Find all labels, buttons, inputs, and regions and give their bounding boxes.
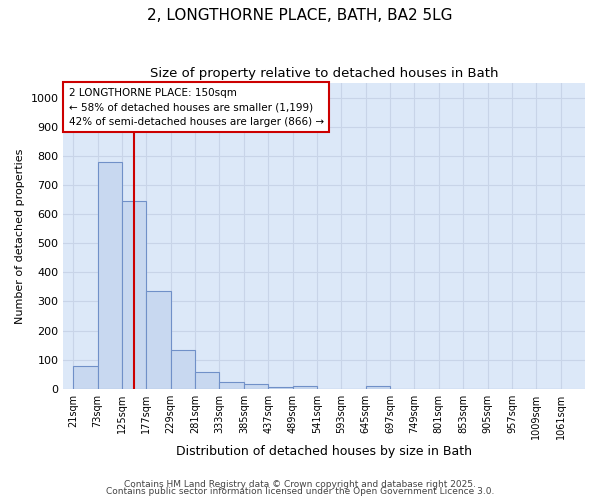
Text: Contains HM Land Registry data © Crown copyright and database right 2025.: Contains HM Land Registry data © Crown c…: [124, 480, 476, 489]
Text: 2 LONGTHORNE PLACE: 150sqm
← 58% of detached houses are smaller (1,199)
42% of s: 2 LONGTHORNE PLACE: 150sqm ← 58% of deta…: [68, 88, 324, 127]
Bar: [293, 386, 317, 389]
Bar: [122, 201, 146, 389]
Title: Size of property relative to detached houses in Bath: Size of property relative to detached ho…: [150, 68, 499, 80]
Bar: [146, 292, 171, 389]
Text: Contains public sector information licensed under the Open Government Licence 3.: Contains public sector information licen…: [106, 487, 494, 496]
Bar: [73, 366, 98, 389]
Bar: [365, 386, 390, 389]
Bar: [171, 350, 195, 389]
Y-axis label: Number of detached properties: Number of detached properties: [15, 148, 25, 324]
X-axis label: Distribution of detached houses by size in Bath: Distribution of detached houses by size …: [176, 444, 472, 458]
Text: 2, LONGTHORNE PLACE, BATH, BA2 5LG: 2, LONGTHORNE PLACE, BATH, BA2 5LG: [147, 8, 453, 22]
Bar: [220, 382, 244, 389]
Bar: [268, 388, 293, 389]
Bar: [98, 162, 122, 389]
Bar: [195, 372, 220, 389]
Bar: [244, 384, 268, 389]
